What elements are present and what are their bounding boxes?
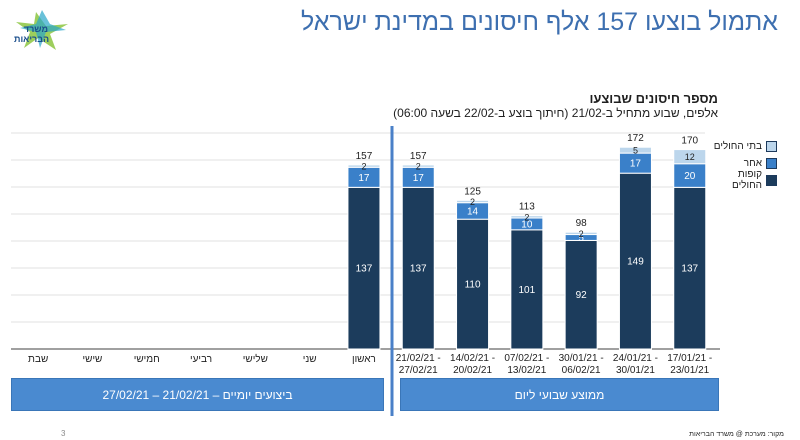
category-label: ראשון: [352, 354, 376, 365]
category-label: 17/01/21 -23/01/21: [667, 353, 712, 376]
bar-value-label: 137: [681, 264, 698, 275]
bar-value-label: 137: [356, 264, 373, 275]
legend-item-kupot: קופות החולים: [711, 169, 777, 191]
bar-segment: [401, 186, 435, 350]
legend-swatch-kupot: [766, 174, 777, 186]
category-label: רביעי: [190, 354, 212, 365]
bar-value-label: 137: [410, 264, 427, 275]
bar-segment: [510, 215, 544, 219]
bar-segment: [456, 218, 490, 350]
daily-performance-band: ביצועים יומיים – 21/02/21 – 27/02/21: [11, 378, 384, 411]
legend-swatch-other: [766, 157, 777, 169]
chart-title: מספר חיסונים שבוצעו: [589, 91, 718, 106]
bar-segment: [564, 239, 598, 350]
bar-value-label: 2: [524, 212, 529, 222]
logo-text: משרד הבריאות: [14, 24, 50, 44]
category-label: 21/02/21 -27/02/21: [396, 353, 441, 376]
legend-label-other: אחר: [743, 157, 762, 169]
source-note: מקור: מערכת @ משרד הבריאות: [689, 431, 784, 438]
ministry-logo: משרד הבריאות: [6, 8, 72, 52]
bar-segment: [673, 149, 707, 165]
page-number: 3: [61, 429, 66, 438]
bar-value-label: 12: [685, 152, 695, 162]
category-label: שני: [303, 354, 317, 365]
category-label: 24/01/21 -30/01/21: [613, 353, 658, 376]
legend-label-hospitals: בתי החולים: [713, 140, 762, 152]
category-label: חמישי: [134, 354, 160, 365]
bar-value-label: 2: [361, 162, 366, 172]
bar-segment: [347, 164, 381, 168]
bar-segment: [456, 199, 490, 204]
category-label: שלישי: [243, 353, 268, 365]
bar-value-label: 2: [470, 197, 475, 207]
bar-value-label: 2: [416, 162, 421, 172]
bar-segment: [618, 172, 652, 350]
bar-total-label: 98: [576, 218, 588, 229]
bar-value-label: 14: [467, 206, 479, 217]
bar-total-label: 157: [356, 151, 373, 162]
chart-legend: בתי החולים אחר קופות החולים: [711, 139, 777, 191]
legend-item-hospitals: בתי החולים: [711, 139, 777, 153]
bar-value-label: 92: [576, 290, 588, 301]
legend-swatch-hospitals: [766, 140, 777, 152]
bar-total-label: 125: [464, 186, 481, 197]
bar-segment: [510, 229, 544, 350]
bar-total-label: 157: [410, 151, 427, 162]
weekly-average-band: ממוצע שבועי ליום: [400, 378, 719, 411]
bar-total-label: 113: [519, 202, 535, 213]
bar-value-label: 17: [358, 173, 370, 184]
bar-value-label: 5: [633, 146, 638, 156]
bar-value-label: 20: [684, 171, 696, 182]
bar-segment: [673, 186, 707, 350]
category-label: 07/02/21 -13/02/21: [504, 353, 549, 376]
bar-value-label: 17: [630, 159, 642, 170]
bar-segment: [564, 231, 598, 236]
category-label: 14/02/21 -20/02/21: [450, 353, 495, 376]
legend-label-kupot: קופות החולים: [732, 169, 762, 191]
bar-value-label: 101: [519, 285, 536, 296]
bar-value-label: 10: [521, 219, 533, 230]
bar-value-label: 5: [578, 233, 584, 244]
bar-total-label: 172: [627, 133, 644, 144]
page-title: אתמול בוצעו 157 אלף חיסונים במדינת ישראל: [301, 8, 778, 36]
legend-item-other: אחר: [711, 156, 777, 170]
logo-star-icon: [16, 10, 68, 50]
bar-value-label: 2: [579, 229, 584, 239]
logo-line-1: משרד: [23, 24, 48, 34]
category-label: 30/01/21 -06/02/21: [559, 353, 604, 376]
bar-value-label: 149: [627, 257, 644, 268]
category-label: שבת: [28, 354, 48, 365]
bar-segment: [401, 164, 435, 168]
bar-value-label: 17: [413, 173, 425, 184]
chart-subtitle: אלפים, שבוע מתחיל ב-21/02 (חיתוך בוצע ב-…: [393, 106, 718, 120]
bar-value-label: 110: [465, 280, 481, 291]
bar-total-label: 170: [681, 136, 698, 147]
category-label: שישי: [83, 354, 103, 365]
bar-segment: [618, 146, 652, 154]
logo-line-2: הבריאות: [14, 34, 50, 44]
